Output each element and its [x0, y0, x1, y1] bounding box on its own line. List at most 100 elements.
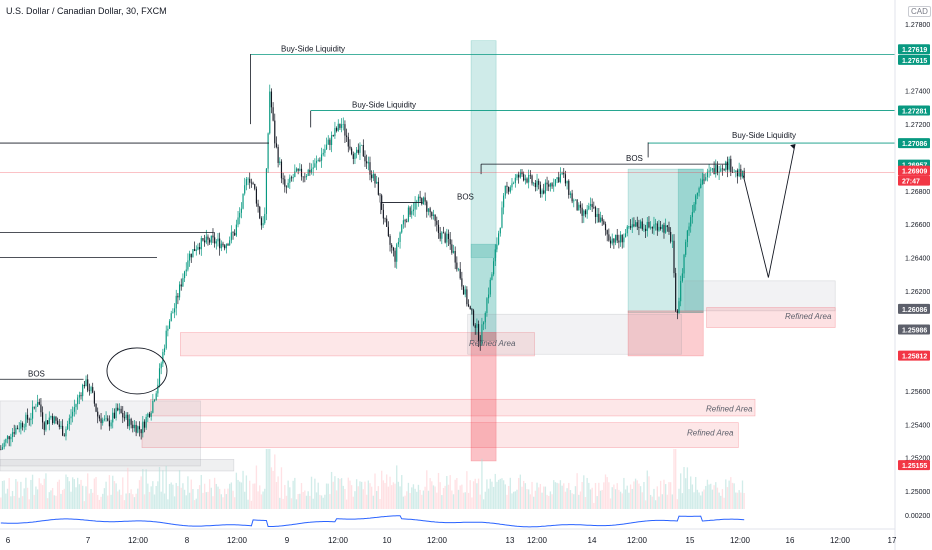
price-axis-tick: 1.27800 — [905, 22, 930, 29]
candle-body — [514, 177, 516, 184]
volume-bar — [87, 473, 89, 509]
volume-bar — [18, 497, 20, 509]
bear-zone-1 — [470, 332, 497, 462]
candle-body — [593, 207, 595, 208]
time-axis-tick: 12:00 — [427, 536, 448, 545]
candle-body — [559, 174, 562, 183]
candle-body — [339, 123, 341, 128]
candle-body — [60, 425, 62, 427]
volume-bar — [183, 489, 186, 509]
volume-bar — [680, 473, 682, 509]
volume-bar — [137, 488, 139, 509]
volume-bar — [36, 489, 39, 509]
volume-bar — [132, 494, 134, 509]
volume-bar — [621, 493, 623, 509]
candle-body — [194, 249, 196, 252]
volume-bar — [35, 486, 37, 509]
volume-bar — [584, 497, 587, 509]
volume-bar — [654, 500, 657, 509]
candle-body — [28, 419, 30, 421]
volume-bar — [245, 475, 248, 509]
volume-bar — [384, 482, 386, 509]
volume-bar — [242, 470, 244, 509]
volume-bar — [207, 491, 209, 509]
price-label: 1.27619 — [902, 47, 927, 54]
volume-bar — [402, 496, 405, 509]
candle-body — [52, 416, 54, 424]
candle-body — [581, 207, 583, 216]
candle-body — [708, 170, 710, 172]
volume-bar — [492, 486, 495, 509]
volume-bar — [359, 481, 361, 509]
volume-bar — [421, 494, 423, 509]
refined-area-label-1: Refined Area — [469, 339, 516, 348]
volume-bar — [548, 495, 550, 509]
volume-bar — [239, 481, 241, 509]
time-axis-tick: 12:00 — [227, 536, 248, 545]
volume-bar — [117, 491, 119, 509]
candle-body — [444, 233, 446, 243]
candle-body — [285, 186, 288, 188]
volume-bar — [484, 491, 486, 509]
candle-body — [411, 211, 413, 215]
volume-bar — [705, 485, 707, 509]
candle-body — [439, 232, 441, 239]
candle-body — [554, 179, 556, 186]
candle-body — [73, 407, 75, 412]
candle-body — [252, 182, 254, 184]
candle-body — [718, 171, 720, 173]
candle-body — [153, 399, 156, 402]
volume-bar — [551, 494, 553, 509]
volume-bar — [90, 488, 92, 509]
candle-body — [645, 228, 647, 231]
candle-body — [474, 325, 476, 328]
candle-body — [382, 209, 384, 219]
candle-body — [488, 294, 490, 299]
volume-bar — [427, 490, 430, 509]
volume-bar — [218, 488, 221, 509]
candle-body — [524, 178, 526, 181]
candle-body — [558, 177, 560, 183]
volume-bar — [16, 481, 19, 509]
candle-body — [369, 162, 371, 175]
volume-bar — [15, 479, 17, 509]
candle-body — [108, 420, 110, 427]
volume-bar — [329, 494, 331, 509]
volume-bar — [661, 494, 663, 509]
volume-bar — [574, 486, 577, 509]
candle-body — [13, 432, 15, 434]
volume-bar — [593, 502, 595, 509]
refined-zone-4 — [141, 422, 739, 448]
candle-body — [180, 284, 182, 287]
candle-body — [183, 271, 186, 279]
refined-zone-3 — [150, 398, 756, 417]
candle-body — [711, 168, 714, 170]
volume-bar — [399, 486, 401, 509]
volume-bar — [549, 491, 552, 509]
candle-body — [523, 174, 525, 181]
candle-body — [219, 238, 221, 249]
volume-bar — [471, 497, 473, 509]
candle-body — [361, 145, 363, 146]
candle-body — [118, 408, 121, 411]
volume-bar — [165, 465, 167, 509]
volume-bar — [596, 496, 598, 509]
volume-bar — [561, 485, 563, 509]
volume-bar — [452, 494, 455, 509]
volume-bar — [631, 488, 633, 509]
volume-bar — [255, 465, 258, 509]
candle-body — [257, 203, 259, 207]
volume-bar — [436, 492, 438, 509]
candle-body — [660, 226, 662, 229]
volume-bar — [554, 482, 557, 509]
volume-bar — [598, 482, 600, 509]
volume-bar — [586, 477, 588, 509]
volume-bar — [289, 487, 291, 509]
candle-body — [377, 181, 379, 195]
volume-bar — [208, 479, 211, 509]
candle-body — [419, 196, 421, 199]
refined-zone-1-box — [467, 313, 682, 355]
candle-body — [31, 406, 34, 419]
volume-bar — [342, 485, 344, 509]
